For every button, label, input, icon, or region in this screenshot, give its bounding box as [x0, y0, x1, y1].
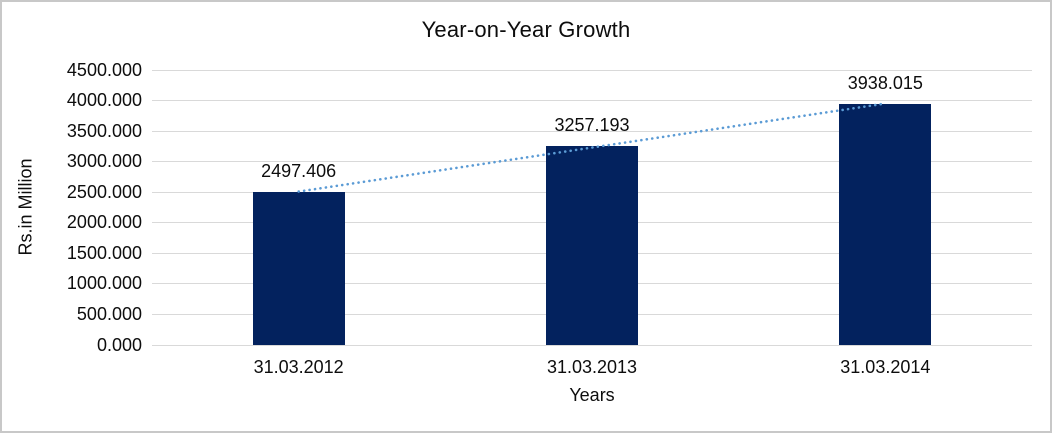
gridline: [152, 69, 1032, 71]
y-tick-label: 0.000: [96, 334, 142, 355]
x-category-label: 31.03.2014: [840, 357, 931, 377]
y-tick-label: 2500.000: [66, 181, 142, 202]
bar-value-label: 3257.193: [554, 114, 630, 135]
bar: [546, 145, 638, 345]
x-category-label: 31.03.2012: [253, 357, 344, 377]
trendline: [297, 102, 887, 193]
gridline: [152, 100, 1032, 102]
plot-area: 2497.406 3257.193 3938.015: [152, 69, 1032, 346]
y-tick-label: 4000.000: [66, 90, 142, 111]
chart-title: Year-on-Year Growth: [421, 17, 631, 42]
x-category-label: 31.03.2013: [546, 357, 638, 377]
bar: [839, 104, 932, 345]
y-tick-label: 500.000: [76, 303, 142, 324]
bar: [252, 192, 345, 345]
gridline: [152, 344, 1032, 346]
x-axis-title: Years: [569, 385, 615, 405]
y-tick-label: 1000.000: [66, 273, 142, 294]
gridline: [152, 130, 1032, 132]
bar-value-label: 3938.015: [847, 73, 923, 94]
y-tick-label: 4500.000: [66, 59, 142, 80]
bar-value-label: 2497.406: [261, 161, 337, 182]
y-tick-label: 3000.000: [66, 151, 142, 172]
y-tick-label: 1500.000: [66, 242, 142, 263]
y-tick-label: 2000.000: [66, 212, 142, 233]
y-tick-label: 3500.000: [66, 120, 142, 141]
y-axis-title: Rs.in Million: [15, 158, 36, 256]
